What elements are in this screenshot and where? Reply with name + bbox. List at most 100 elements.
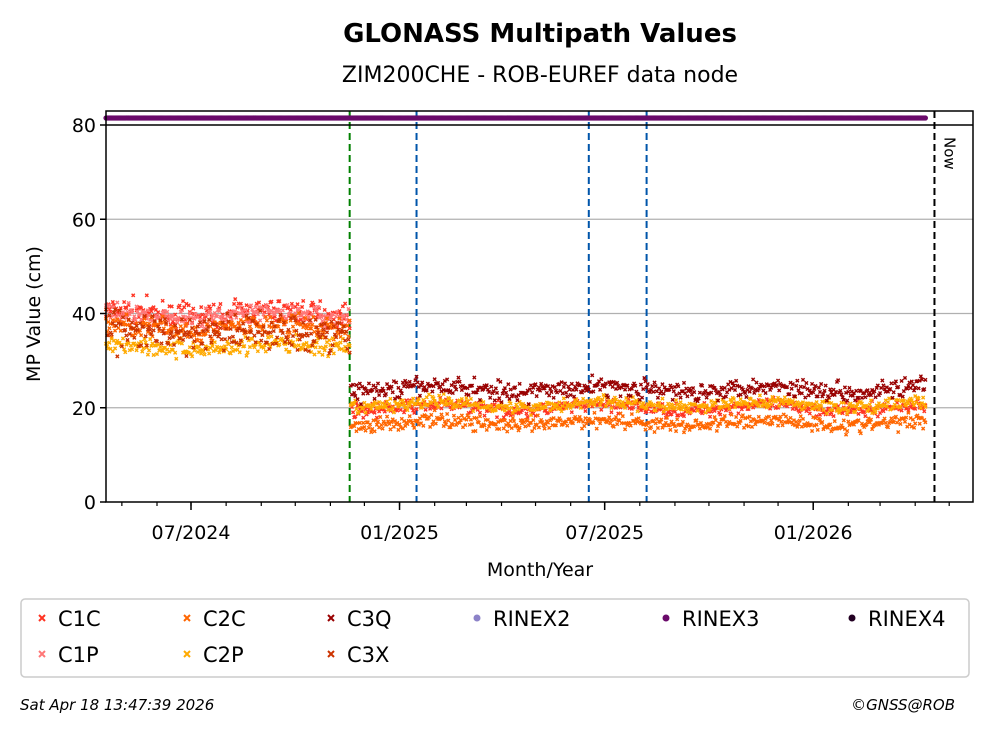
c3q-point bbox=[650, 384, 655, 389]
c3q-point bbox=[353, 393, 358, 399]
c3q-point bbox=[845, 398, 850, 403]
c3q-point bbox=[472, 375, 477, 380]
c2p-point bbox=[352, 401, 357, 406]
c2c-point bbox=[636, 416, 641, 421]
c3x-point bbox=[242, 327, 247, 332]
c1c-point bbox=[398, 407, 403, 413]
c2p-point bbox=[513, 408, 518, 413]
c3q-point bbox=[747, 389, 752, 394]
c1p-point bbox=[145, 308, 151, 313]
c2p-point bbox=[814, 400, 819, 405]
c3q-point bbox=[415, 380, 420, 385]
c1p-point bbox=[126, 300, 131, 306]
c2p-point bbox=[675, 402, 680, 407]
c1c-point bbox=[638, 408, 644, 413]
c2c-point bbox=[765, 421, 770, 426]
c3q-point bbox=[417, 393, 423, 398]
c2p-point bbox=[417, 401, 423, 406]
c3q-point bbox=[466, 392, 471, 398]
c3x-point bbox=[332, 332, 338, 337]
c1p-point bbox=[217, 308, 222, 314]
c3x-point bbox=[341, 324, 347, 329]
c2p-point bbox=[571, 401, 577, 406]
c3q-point bbox=[515, 398, 520, 403]
c3x-point bbox=[227, 335, 232, 341]
c2c-point bbox=[429, 412, 434, 417]
c1p-point bbox=[346, 306, 351, 312]
c3x-point bbox=[190, 325, 195, 331]
c3x-point bbox=[303, 347, 308, 353]
c3q-point bbox=[696, 396, 701, 401]
c2c-point bbox=[910, 417, 916, 422]
c2c-point bbox=[629, 411, 634, 417]
c2c-point bbox=[287, 330, 292, 335]
c1p-point bbox=[299, 313, 305, 318]
c3q-point bbox=[364, 388, 369, 393]
c3q-point bbox=[863, 395, 868, 400]
c2p-point bbox=[151, 352, 156, 358]
c2p-point bbox=[901, 398, 906, 403]
c2p-point bbox=[120, 336, 126, 341]
c2c-point bbox=[457, 420, 462, 425]
c1c-point bbox=[414, 407, 419, 412]
c1c-point bbox=[350, 410, 356, 415]
c2p-point bbox=[866, 406, 871, 411]
c3x-point bbox=[237, 342, 242, 347]
c2c-point bbox=[707, 426, 713, 431]
c3q-point bbox=[874, 385, 879, 391]
c3q-point bbox=[357, 381, 362, 386]
c2c-point bbox=[680, 419, 685, 424]
c1p-point bbox=[314, 309, 319, 314]
c3q-point bbox=[602, 384, 607, 389]
c3x-point bbox=[120, 315, 126, 320]
c3q-point bbox=[763, 390, 768, 396]
c3q-point bbox=[856, 395, 861, 400]
c3x-point bbox=[281, 320, 287, 325]
c2c-point bbox=[671, 421, 676, 426]
c3q-point bbox=[718, 392, 723, 398]
c2p-point bbox=[390, 405, 395, 410]
c3x-point bbox=[331, 324, 336, 329]
c2c-point bbox=[756, 414, 761, 419]
c1c-point bbox=[122, 299, 127, 305]
c2c-point bbox=[306, 322, 311, 327]
c3q-point bbox=[358, 402, 364, 407]
c2p-point bbox=[312, 352, 317, 357]
c3q-point bbox=[506, 382, 511, 387]
c2p-point bbox=[514, 402, 519, 407]
c2c-point bbox=[523, 424, 528, 429]
c2p-point bbox=[388, 396, 393, 401]
c2c-point bbox=[398, 425, 403, 430]
c3q-point bbox=[850, 393, 855, 398]
c2c-point bbox=[627, 421, 632, 426]
c3q-point bbox=[671, 389, 676, 394]
c2c-point bbox=[664, 415, 670, 420]
c2p-point bbox=[367, 404, 373, 409]
c1c-point bbox=[875, 414, 880, 419]
c3q-point bbox=[610, 384, 615, 389]
c3x-point bbox=[184, 353, 189, 359]
c2c-point bbox=[346, 334, 351, 339]
c3q-point bbox=[348, 383, 353, 388]
c3q-point bbox=[375, 381, 381, 386]
c2c-point bbox=[367, 422, 373, 427]
c1p-point bbox=[220, 314, 225, 319]
c3x-point bbox=[197, 320, 203, 325]
c2p-point bbox=[627, 400, 632, 405]
c3q-point bbox=[356, 386, 361, 391]
c2c-point bbox=[319, 323, 324, 328]
c1c-point bbox=[131, 293, 136, 298]
c3q-point bbox=[833, 389, 838, 394]
c3x-point bbox=[195, 324, 200, 329]
c2p-point bbox=[400, 398, 406, 403]
c3q-point bbox=[817, 389, 823, 395]
c3x-point bbox=[292, 315, 297, 320]
c2p-point bbox=[865, 409, 870, 414]
c3q-point bbox=[633, 383, 638, 388]
c3x-point bbox=[216, 334, 221, 339]
c3q-point bbox=[638, 382, 644, 387]
c2p-point bbox=[455, 403, 460, 408]
c3x-point bbox=[295, 347, 300, 353]
rinex3-point bbox=[922, 115, 929, 121]
c3q-point bbox=[639, 395, 645, 400]
